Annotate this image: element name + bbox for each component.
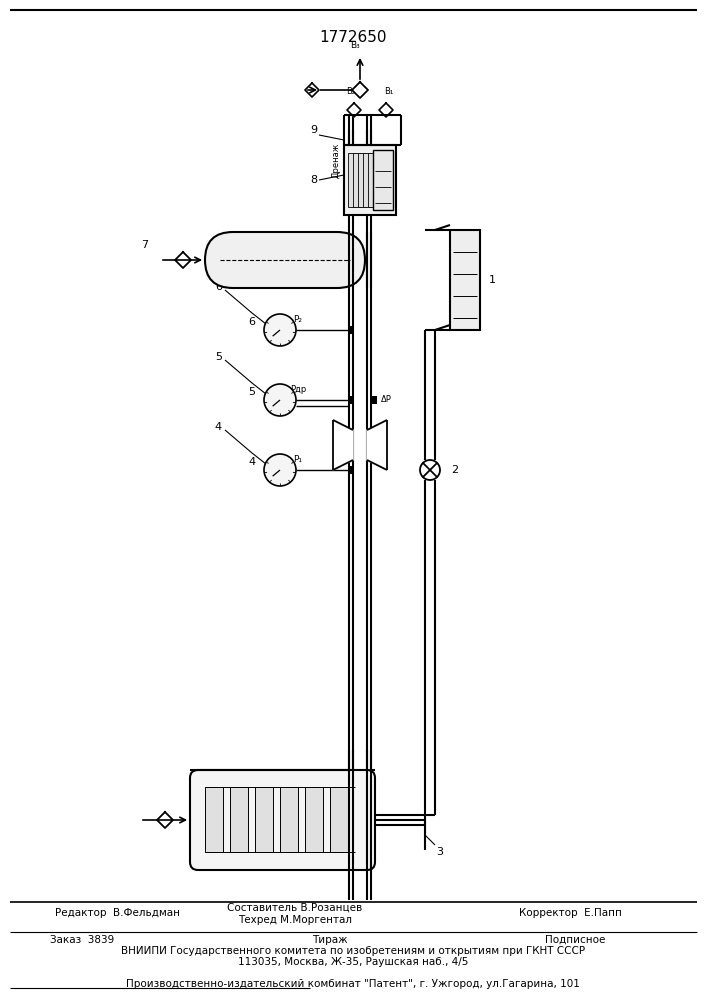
Text: P₂: P₂ — [293, 316, 303, 324]
Bar — [230, 787, 248, 852]
Bar — [373, 150, 393, 210]
Bar — [348, 153, 356, 207]
Circle shape — [264, 384, 296, 416]
Text: 9: 9 — [310, 125, 317, 135]
Text: B₂: B₂ — [346, 88, 356, 97]
Circle shape — [420, 460, 440, 480]
Text: 1: 1 — [489, 275, 496, 285]
Text: B₃: B₃ — [350, 40, 360, 49]
Bar — [255, 787, 273, 852]
Text: 6: 6 — [215, 282, 222, 292]
Text: Подписное: Подписное — [545, 935, 605, 945]
Bar — [363, 153, 371, 207]
Text: B₁: B₁ — [385, 88, 394, 97]
Text: 7: 7 — [141, 240, 148, 250]
Bar — [348, 396, 354, 404]
Circle shape — [264, 314, 296, 346]
Text: P₁: P₁ — [293, 456, 303, 464]
Bar — [330, 787, 348, 852]
Polygon shape — [347, 103, 361, 117]
Polygon shape — [157, 812, 173, 828]
Text: 3: 3 — [436, 847, 443, 857]
Text: Составитель В.Розанцев: Составитель В.Розанцев — [228, 903, 363, 913]
Text: 8: 8 — [310, 175, 317, 185]
Text: Техред М.Моргентал: Техред М.Моргентал — [238, 915, 352, 925]
Bar — [305, 787, 323, 852]
Bar — [348, 466, 354, 474]
Bar — [368, 153, 376, 207]
Polygon shape — [333, 420, 353, 470]
Bar — [371, 396, 377, 404]
Text: 4: 4 — [215, 422, 222, 432]
Text: 5: 5 — [215, 352, 222, 362]
Bar — [348, 326, 354, 334]
Text: Дренаж: Дренаж — [332, 142, 341, 178]
Bar — [353, 153, 361, 207]
Text: Корректор  Е.Папп: Корректор Е.Папп — [518, 908, 621, 918]
Bar — [358, 153, 366, 207]
Text: ВНИИПИ Государственного комитета по изобретениям и открытиям при ГКНТ СССР: ВНИИПИ Государственного комитета по изоб… — [121, 946, 585, 956]
Text: 113035, Москва, Ж-35, Раушская наб., 4/5: 113035, Москва, Ж-35, Раушская наб., 4/5 — [238, 957, 468, 967]
Bar — [344, 145, 396, 215]
Bar — [450, 230, 480, 330]
Polygon shape — [379, 103, 393, 117]
Text: Редактор  В.Фельдман: Редактор В.Фельдман — [55, 908, 180, 918]
Text: Pдр: Pдр — [290, 385, 306, 394]
Text: ΔP: ΔP — [380, 395, 392, 404]
Text: 4: 4 — [248, 457, 255, 467]
Text: Производственно-издательский комбинат "Патент", г. Ужгород, ул.Гагарина, 101: Производственно-издательский комбинат "П… — [126, 979, 580, 989]
FancyBboxPatch shape — [190, 770, 375, 870]
Circle shape — [264, 454, 296, 486]
Text: Заказ  3839: Заказ 3839 — [50, 935, 115, 945]
Polygon shape — [305, 83, 319, 97]
Text: 5: 5 — [248, 387, 255, 397]
FancyBboxPatch shape — [205, 232, 365, 288]
Bar — [205, 787, 223, 852]
Text: Тираж: Тираж — [312, 935, 348, 945]
Text: 1772650: 1772650 — [320, 29, 387, 44]
Bar — [280, 787, 298, 852]
Text: 2: 2 — [452, 465, 459, 475]
Polygon shape — [175, 252, 191, 268]
Polygon shape — [367, 420, 387, 470]
Text: 6: 6 — [248, 317, 255, 327]
Polygon shape — [352, 82, 368, 98]
